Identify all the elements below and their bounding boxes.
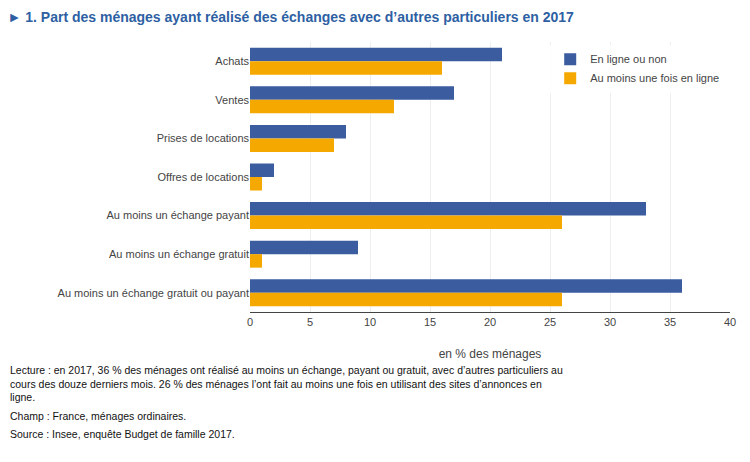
svg-text:30: 30	[604, 316, 616, 328]
svg-text:5: 5	[307, 316, 313, 328]
svg-text:► 1. Part des ménages ayant ré: ► 1. Part des ménages ayant réalisé des …	[8, 9, 575, 25]
svg-text:40: 40	[724, 316, 736, 328]
svg-text:Au moins un échange payant: Au moins un échange payant	[107, 209, 250, 221]
svg-text:Au moins une fois en ligne: Au moins une fois en ligne	[590, 72, 719, 84]
svg-text:Lecture : en 2017, 36 % des mé: Lecture : en 2017, 36 % des ménages ont …	[10, 364, 563, 403]
svg-text:Champ : France, ménages ordina: Champ : France, ménages ordinaires.	[10, 410, 186, 422]
svg-text:25: 25	[544, 316, 556, 328]
svg-text:20: 20	[484, 316, 496, 328]
svg-text:10: 10	[364, 316, 376, 328]
svg-text:Ventes: Ventes	[215, 94, 249, 106]
svg-text:Au moins un échange gratuit: Au moins un échange gratuit	[109, 248, 249, 260]
svg-text:Offres de locations: Offres de locations	[157, 171, 249, 183]
svg-text:Au moins un échange gratuit ou: Au moins un échange gratuit ou payant	[58, 287, 249, 299]
svg-text:Prises de locations: Prises de locations	[157, 132, 250, 144]
svg-text:35: 35	[664, 316, 676, 328]
svg-text:Source : Insee, enquête Budget: Source : Insee, enquête Budget de famill…	[10, 428, 235, 440]
svg-text:en % des ménages: en % des ménages	[439, 347, 542, 361]
svg-text:0: 0	[247, 316, 253, 328]
svg-text:En ligne ou non: En ligne ou non	[590, 53, 666, 65]
svg-text:15: 15	[424, 316, 436, 328]
svg-text:Achats: Achats	[215, 55, 249, 67]
